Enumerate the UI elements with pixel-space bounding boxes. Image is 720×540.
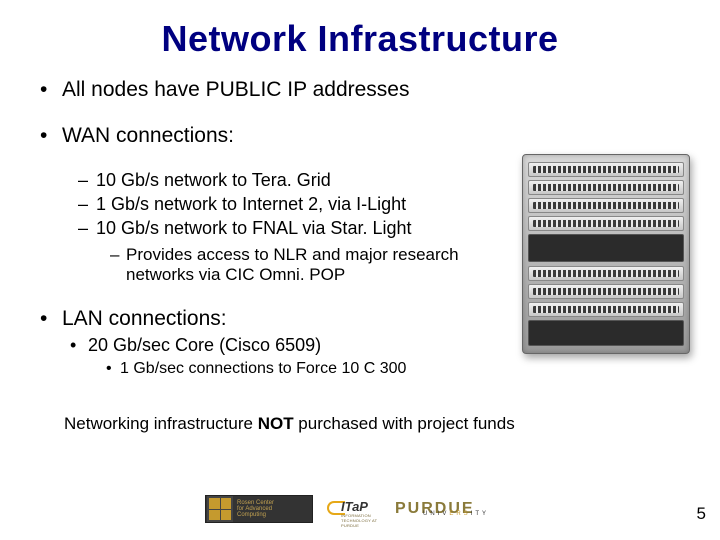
purdue-subtext: UNIVERSITY xyxy=(423,511,489,517)
router-card xyxy=(528,216,684,231)
footnote-bold: NOT xyxy=(258,414,294,433)
router-ports xyxy=(533,306,679,313)
router-card xyxy=(528,198,684,213)
router-card xyxy=(528,266,684,281)
bullet-public-ip: All nodes have PUBLIC IP addresses xyxy=(40,78,692,102)
router-supervisor xyxy=(528,234,684,262)
router-card xyxy=(528,284,684,299)
rcac-caption-l3: Computing xyxy=(237,512,274,518)
bullet-wan-nlr: Provides access to NLR and major researc… xyxy=(110,245,510,285)
router-card xyxy=(528,162,684,177)
itap-subtext: INFORMATION TECHNOLOGY AT PURDUE xyxy=(341,513,381,528)
router-card xyxy=(528,180,684,195)
rcac-icon xyxy=(207,496,233,522)
purdue-sub-pre: UNIV xyxy=(423,511,449,517)
rcac-logo: Rosen Center for Advanced Computing xyxy=(205,495,313,523)
purdue-sub-gold: ERS xyxy=(449,511,470,517)
page-number: 5 xyxy=(697,504,706,524)
bullet-wan: WAN connections: xyxy=(40,124,692,148)
page-title: Network Infrastructure xyxy=(28,18,692,60)
router-ports xyxy=(533,166,679,173)
rcac-caption: Rosen Center for Advanced Computing xyxy=(237,500,274,518)
router-ports xyxy=(533,270,679,277)
footnote-post: purchased with project funds xyxy=(294,414,515,433)
footnote: Networking infrastructure NOT purchased … xyxy=(64,414,692,434)
router-ports xyxy=(533,202,679,209)
router-ports xyxy=(533,184,679,191)
bullet-wan-nlr-text: Provides access to NLR and major researc… xyxy=(126,245,496,285)
slide: Network Infrastructure All nodes have PU… xyxy=(0,0,720,540)
router-card xyxy=(528,302,684,317)
footnote-pre: Networking infrastructure xyxy=(64,414,258,433)
itap-text: ITaP xyxy=(341,499,368,514)
bullet-lan-force10: 1 Gb/sec connections to Force 10 C 300 xyxy=(106,360,692,378)
logo-bar: Rosen Center for Advanced Computing ITaP… xyxy=(0,490,720,528)
purdue-sub-post: ITY xyxy=(471,511,489,517)
router-image xyxy=(522,154,690,354)
router-ports xyxy=(533,288,679,295)
router-ports xyxy=(533,220,679,227)
purdue-logo: PURDUE UNIVERSITY xyxy=(395,493,515,525)
router-psu xyxy=(528,320,684,346)
itap-logo: ITaP INFORMATION TECHNOLOGY AT PURDUE xyxy=(327,495,381,523)
